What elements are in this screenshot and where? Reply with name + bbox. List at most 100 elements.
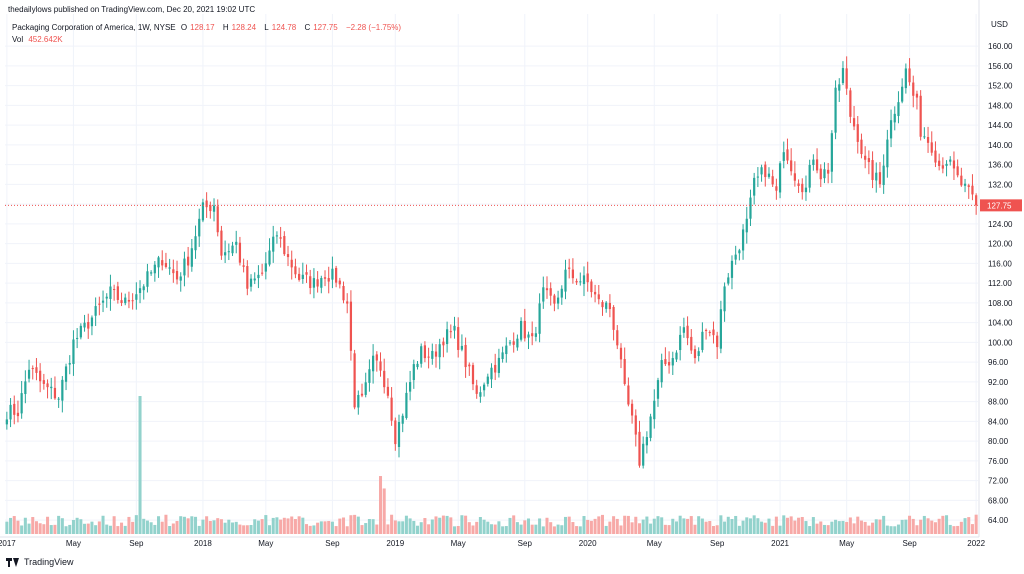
candle-body — [568, 267, 571, 269]
volume-bar — [748, 518, 752, 534]
volume-bar — [808, 526, 812, 534]
volume-bar — [612, 516, 616, 534]
candle-body — [124, 297, 127, 304]
candle-body — [353, 353, 356, 408]
volume-bar — [153, 524, 157, 534]
candle-body — [68, 363, 71, 365]
volume-bar — [837, 521, 841, 534]
volume-bar — [885, 525, 889, 534]
volume-bar — [586, 519, 590, 534]
volume-bar — [434, 516, 438, 534]
candle-body — [479, 392, 482, 397]
volume-bar — [120, 522, 124, 534]
volume-bar — [486, 521, 490, 534]
candle-body — [175, 271, 179, 280]
volume-bar — [504, 526, 508, 534]
volume-bar — [475, 521, 479, 534]
candle-body — [360, 393, 364, 396]
volume-bar — [697, 516, 701, 534]
volume-bar — [460, 515, 464, 534]
candle-body — [490, 367, 493, 380]
volume-bar — [804, 521, 808, 534]
volume-bar — [874, 519, 878, 534]
volume-bar — [171, 523, 175, 534]
volume-bar — [138, 396, 142, 534]
volume-bar — [419, 522, 423, 534]
volume-bar — [567, 516, 571, 534]
candle-body — [690, 336, 693, 351]
volume-bar — [390, 514, 394, 534]
candle-body — [904, 68, 907, 89]
candle-body — [642, 443, 645, 466]
x-tick-label: May — [258, 539, 273, 548]
volume-bar — [234, 521, 238, 534]
volume-bar — [27, 523, 31, 534]
candle-body — [120, 300, 123, 304]
volume-bar — [908, 515, 912, 534]
volume-bar — [726, 516, 730, 534]
candle-body — [841, 68, 845, 84]
candle-body — [801, 183, 804, 193]
volume-bar — [5, 521, 9, 534]
candle-body — [649, 416, 652, 438]
candle-body — [564, 269, 567, 292]
candle-body — [897, 102, 900, 117]
volume-bar — [219, 519, 223, 534]
y-tick-label: 136.00 — [988, 161, 1013, 170]
volume-bar — [164, 514, 168, 534]
volume-bar — [60, 518, 64, 534]
candle-body — [301, 274, 304, 280]
y-tick-label: 124.00 — [988, 220, 1013, 229]
volume-bar — [941, 515, 945, 534]
volume-bar — [68, 524, 72, 534]
candle-body — [671, 358, 674, 366]
candle-body — [220, 230, 223, 256]
candle-body — [235, 241, 238, 245]
volume-bar — [12, 516, 16, 534]
volume-bar — [168, 526, 172, 534]
volume-bar — [34, 521, 38, 534]
volume-bar — [830, 521, 834, 534]
candle-body — [775, 186, 778, 191]
volume-bar — [375, 524, 379, 534]
y-tick-label: 72.00 — [988, 477, 1009, 486]
candle-body — [756, 176, 759, 178]
candle-body — [560, 288, 563, 298]
volume-bar — [342, 517, 346, 534]
x-tick-label: Sep — [518, 539, 533, 548]
candle-body — [405, 392, 408, 418]
volume-bar — [660, 517, 664, 534]
volume-bar — [123, 525, 127, 534]
candle-body — [582, 275, 586, 285]
candle-body — [482, 384, 486, 391]
candle-body — [298, 273, 301, 280]
candle-body — [46, 383, 49, 388]
tradingview-footer[interactable]: TradingView — [6, 557, 74, 567]
volume-bar — [268, 525, 272, 534]
volume-bar — [571, 522, 575, 534]
volume-bar — [545, 517, 549, 534]
candle-body — [87, 322, 90, 329]
volume-bar — [848, 517, 852, 534]
volume-bar — [974, 514, 978, 534]
candle-body — [72, 339, 75, 365]
volume-bar — [323, 521, 327, 534]
volume-bar — [822, 524, 826, 534]
candle-body — [867, 158, 870, 163]
candle-body — [268, 250, 271, 265]
candle-body — [383, 370, 386, 388]
volume-bar — [145, 520, 149, 534]
y-tick-label: 140.00 — [988, 141, 1013, 150]
candle-body — [323, 277, 327, 279]
candle-body — [941, 165, 944, 169]
y-tick-label: 68.00 — [988, 496, 1009, 505]
candle-body — [187, 256, 190, 266]
y-tick-label: 88.00 — [988, 398, 1009, 407]
y-tick-label: 80.00 — [988, 437, 1009, 446]
candle-body — [708, 332, 711, 334]
volume-bar — [719, 515, 723, 534]
candle-body — [534, 333, 538, 337]
candle-body — [231, 245, 234, 254]
y-tick-label: 144.00 — [988, 121, 1013, 130]
